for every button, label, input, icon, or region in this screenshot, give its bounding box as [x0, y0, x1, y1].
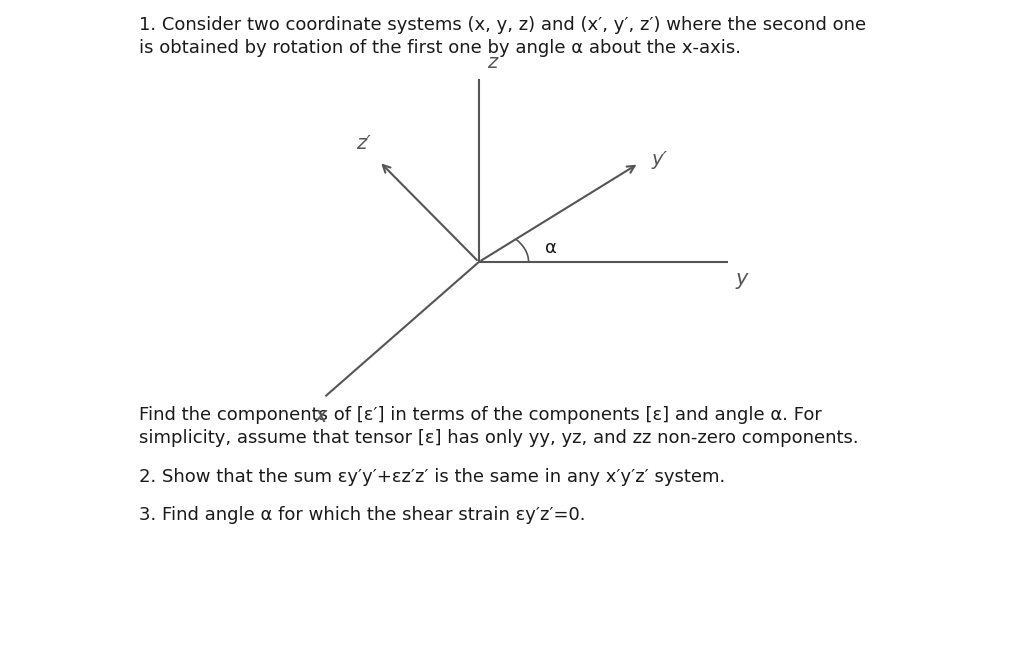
Text: simplicity, assume that tensor [ε] has only yy, yz, and zz non-zero components.: simplicity, assume that tensor [ε] has o… — [139, 429, 858, 447]
Text: z: z — [487, 53, 498, 72]
Text: 3. Find angle α for which the shear strain εy′z′=0.: 3. Find angle α for which the shear stra… — [139, 506, 586, 523]
Text: is obtained by rotation of the first one by angle α about the x-axis.: is obtained by rotation of the first one… — [139, 39, 740, 57]
Text: 2. Show that the sum εy′y′+εz′z′ is the same in any x′y′z′ system.: 2. Show that the sum εy′y′+εz′z′ is the … — [139, 468, 725, 486]
Text: 1. Consider two coordinate systems (x, y, z) and (x′, y′, z′) where the second o: 1. Consider two coordinate systems (x, y… — [139, 16, 866, 34]
Text: α: α — [545, 238, 557, 257]
Text: z′: z′ — [356, 134, 371, 153]
Text: Find the components of [ε′] in terms of the components [ε] and angle α. For: Find the components of [ε′] in terms of … — [139, 406, 821, 424]
Text: x: x — [315, 406, 328, 426]
Text: y′: y′ — [651, 151, 668, 170]
Text: y: y — [736, 269, 749, 289]
